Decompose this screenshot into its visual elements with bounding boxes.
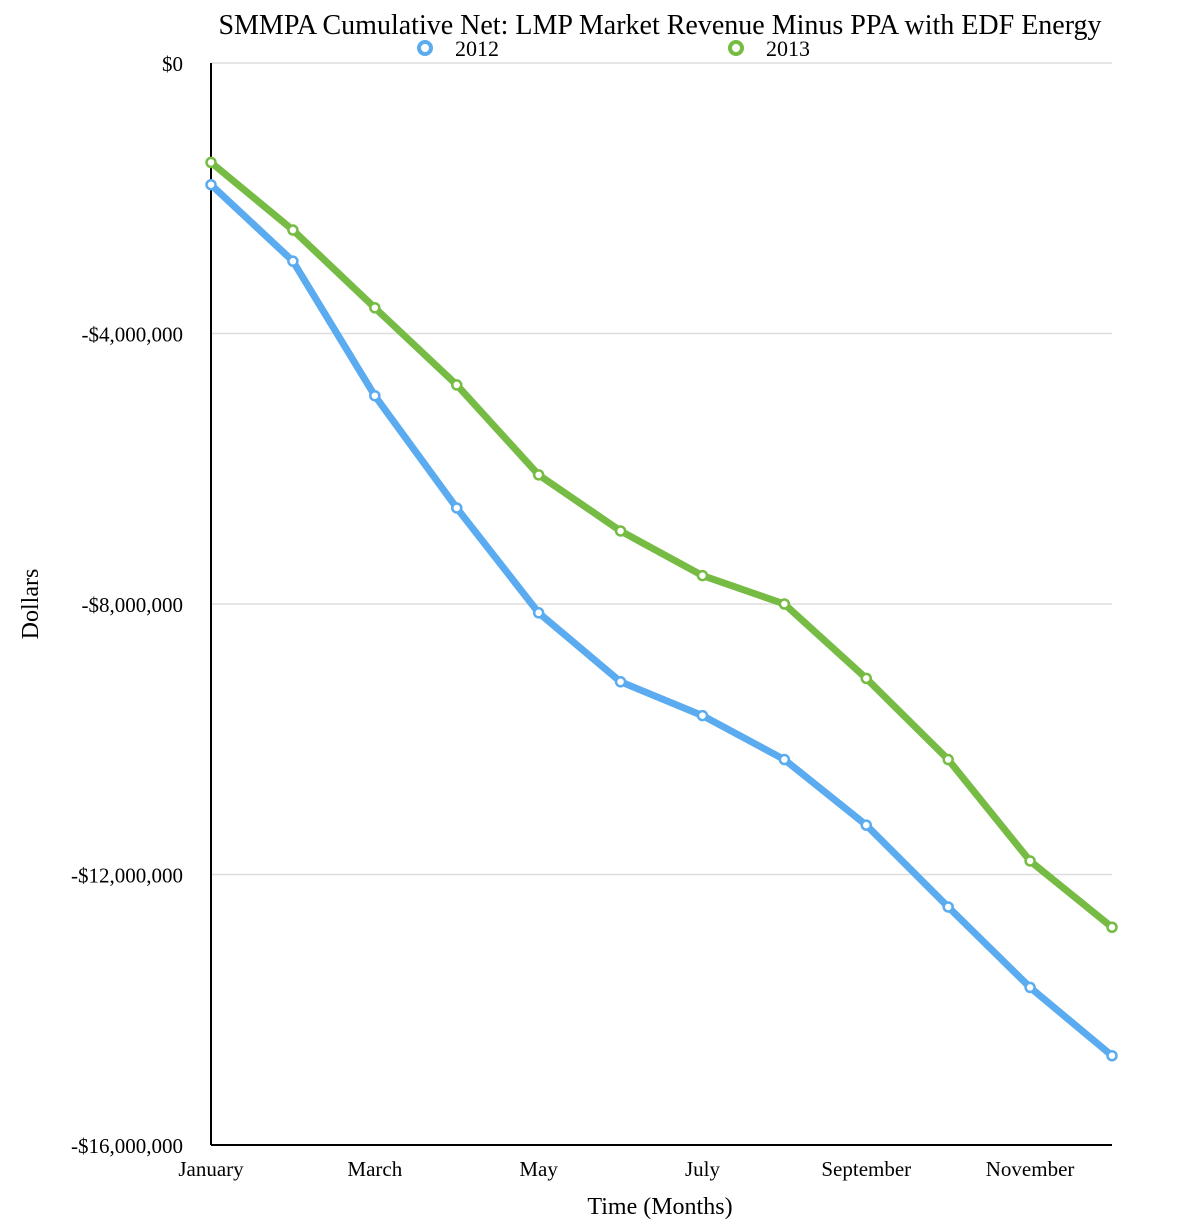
gridlines <box>211 62 1112 876</box>
x-axis-tick-labels: January March May July September November <box>178 1157 1074 1181</box>
series-line-2012 <box>207 181 1116 1060</box>
data-point-2013 <box>614 525 627 537</box>
y-tick-label: -$8,000,000 <box>82 593 184 617</box>
data-point-2012 <box>614 676 627 688</box>
legend: 2012 2013 <box>417 36 810 61</box>
data-point-2013 <box>1106 921 1118 933</box>
data-point-2012 <box>205 178 217 191</box>
data-point-2013 <box>1024 855 1036 867</box>
y-tick-label: -$16,000,000 <box>71 1134 183 1158</box>
data-point-2013 <box>450 379 463 391</box>
y-axis-tick-labels: $0 -$4,000,000 -$8,000,000 -$12,000,000 -$16… <box>71 52 183 1158</box>
data-point-2013 <box>942 753 954 766</box>
data-point-2012 <box>287 255 299 267</box>
data-point-2013 <box>287 224 299 236</box>
x-axis-title: Time (Months) <box>587 1194 732 1220</box>
x-tick-label: November <box>986 1157 1075 1181</box>
y-tick-label: $0 <box>162 52 183 76</box>
data-point-2013 <box>860 672 873 685</box>
data-point-2013 <box>532 469 545 481</box>
data-point-2013 <box>696 569 709 582</box>
chart-title: SMMPA Cumulative Net: LMP Market Revenue… <box>218 10 1101 41</box>
x-tick-label: January <box>178 1157 244 1181</box>
data-point-2012 <box>778 753 791 766</box>
data-point-2012 <box>532 607 545 619</box>
legend-marker-2012 <box>417 40 433 56</box>
data-point-2013 <box>369 302 381 314</box>
x-tick-label: March <box>347 1157 402 1181</box>
y-tick-label: -$12,000,000 <box>71 864 183 888</box>
data-point-2012 <box>696 709 709 722</box>
data-point-2012 <box>860 819 873 831</box>
x-tick-label: May <box>519 1157 558 1181</box>
legend-label-2013: 2013 <box>766 36 810 61</box>
legend-label-2012: 2012 <box>455 36 499 61</box>
series-lines <box>207 158 1116 1060</box>
legend-marker-2013 <box>728 40 744 56</box>
series-points <box>205 156 1118 1062</box>
data-point-2013 <box>205 156 217 169</box>
data-point-2012 <box>1106 1049 1118 1062</box>
data-point-2012 <box>942 901 954 913</box>
x-tick-label: September <box>821 1157 911 1181</box>
x-tick-label: July <box>685 1157 721 1181</box>
y-tick-label: -$4,000,000 <box>82 323 184 347</box>
data-point-2013 <box>778 598 791 610</box>
series-line-2013 <box>207 158 1116 931</box>
data-point-2012 <box>450 502 463 514</box>
data-point-2012 <box>369 389 381 402</box>
data-point-2012 <box>1024 981 1036 994</box>
axes <box>210 63 1112 1146</box>
y-axis-title: Dollars <box>18 569 44 640</box>
